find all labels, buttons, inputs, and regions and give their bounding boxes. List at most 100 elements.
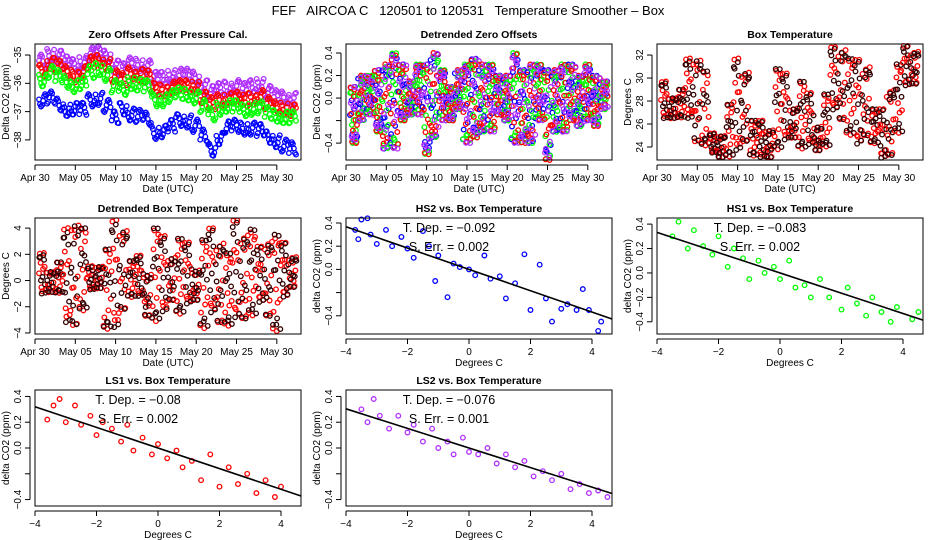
y-tick-label: −4 bbox=[13, 327, 24, 339]
data-point bbox=[575, 84, 582, 91]
data-point bbox=[174, 266, 181, 272]
x-tick-label: May 25 bbox=[531, 173, 564, 184]
data-point bbox=[388, 53, 395, 60]
data-point bbox=[853, 300, 860, 307]
panel-title: Box Temperature bbox=[747, 29, 833, 41]
data-point bbox=[196, 89, 203, 96]
data-point bbox=[374, 114, 381, 121]
data-point bbox=[466, 448, 472, 455]
data-point bbox=[159, 134, 165, 141]
data-point bbox=[787, 119, 794, 125]
data-point bbox=[585, 87, 592, 93]
data-point bbox=[66, 298, 73, 305]
data-point bbox=[388, 69, 395, 76]
data-point bbox=[64, 113, 71, 120]
data-point bbox=[535, 105, 542, 112]
data-point bbox=[146, 57, 153, 64]
data-point bbox=[107, 279, 114, 286]
data-point bbox=[182, 85, 189, 92]
panel-2: Box Temperature Apr 30 May 05 May 10 May 15 M… bbox=[623, 29, 924, 195]
data-point bbox=[244, 470, 251, 477]
data-point bbox=[244, 270, 250, 277]
data-point bbox=[513, 59, 520, 66]
data-point bbox=[100, 56, 107, 63]
x-tick-label: May 20 bbox=[491, 173, 524, 184]
data-point bbox=[467, 91, 474, 98]
data-point bbox=[826, 294, 833, 301]
data-point bbox=[131, 74, 138, 81]
data-point bbox=[249, 301, 256, 308]
data-point bbox=[462, 106, 469, 113]
data-point bbox=[394, 129, 401, 135]
data-marks bbox=[36, 43, 299, 159]
data-point bbox=[293, 117, 299, 124]
data-point bbox=[400, 84, 407, 91]
x-axis-label: Date (UTC) bbox=[142, 184, 193, 195]
x-tick-label: 0 bbox=[466, 519, 472, 530]
data-point bbox=[546, 138, 553, 145]
data-point bbox=[165, 128, 171, 135]
data-point bbox=[143, 77, 150, 84]
data-point bbox=[549, 318, 555, 325]
data-point bbox=[486, 100, 493, 107]
data-point bbox=[724, 263, 731, 270]
x-tick-label: May 30 bbox=[882, 173, 915, 184]
data-point bbox=[179, 464, 186, 471]
data-point bbox=[830, 77, 837, 84]
y-tick-label: 0.4 bbox=[13, 389, 24, 403]
data-point bbox=[543, 92, 550, 99]
data-point bbox=[260, 88, 267, 95]
y-axis-label: delta CO2 (ppm) bbox=[312, 411, 323, 485]
y-tick-label: 0 bbox=[13, 277, 24, 283]
data-point bbox=[203, 243, 210, 250]
data-point bbox=[532, 131, 539, 138]
data-point bbox=[450, 451, 457, 458]
data-point bbox=[156, 284, 163, 291]
data-point bbox=[437, 68, 444, 75]
data-point bbox=[383, 127, 390, 134]
data-point bbox=[759, 124, 766, 131]
x-tick-label: May 15 bbox=[451, 173, 484, 184]
data-point bbox=[111, 309, 117, 316]
x-tick-label: −2 bbox=[402, 347, 414, 358]
data-point bbox=[778, 144, 785, 151]
data-point bbox=[487, 113, 493, 119]
data-point bbox=[387, 134, 394, 141]
x-axis: Apr 30 May 05 May 10 May 15 May 20 May 25 May … bbox=[331, 164, 605, 195]
main-title: FEF AIRCOA C 120501 to 120531 Temperatur… bbox=[271, 3, 665, 18]
y-tick-label: 0.2 bbox=[13, 415, 24, 429]
data-point bbox=[234, 88, 241, 95]
data-point bbox=[206, 140, 213, 147]
y-tick-label: 0.0 bbox=[324, 91, 335, 105]
data-point bbox=[84, 71, 91, 78]
data-point bbox=[841, 93, 848, 100]
x-axis: −4 −2 0 2 4 Degrees C bbox=[340, 510, 595, 540]
data-point bbox=[685, 90, 692, 97]
data-point bbox=[348, 110, 355, 117]
data-point bbox=[433, 109, 440, 116]
data-point bbox=[118, 290, 125, 296]
data-point bbox=[394, 145, 401, 152]
data-point bbox=[110, 292, 117, 299]
y-axis-label: delta CO2 (ppm) bbox=[312, 239, 323, 313]
data-point bbox=[393, 71, 400, 78]
data-point bbox=[523, 81, 530, 88]
data-point bbox=[88, 53, 95, 60]
x-tick-label: Apr 30 bbox=[331, 173, 361, 184]
data-point bbox=[502, 295, 509, 302]
data-point bbox=[83, 82, 90, 89]
data-point bbox=[533, 70, 540, 77]
data-point bbox=[261, 113, 268, 120]
y-tick-label: −0.2 bbox=[635, 287, 646, 307]
data-point bbox=[72, 402, 78, 409]
data-point bbox=[396, 89, 403, 96]
data-point bbox=[162, 248, 168, 255]
data-point bbox=[915, 309, 922, 315]
data-point bbox=[293, 151, 299, 158]
x-tick-label: May 25 bbox=[220, 173, 253, 184]
data-point bbox=[276, 110, 283, 117]
data-point bbox=[171, 69, 177, 76]
data-point bbox=[549, 477, 555, 484]
data-point bbox=[431, 80, 438, 87]
data-point bbox=[777, 276, 783, 283]
